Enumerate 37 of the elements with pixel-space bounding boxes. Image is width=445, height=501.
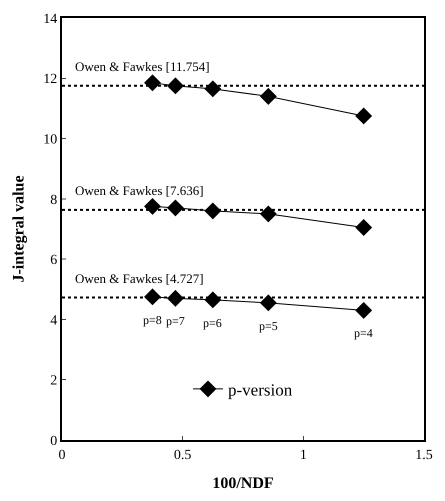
y-tick-label: 4 bbox=[50, 313, 58, 328]
annotation: p=5 bbox=[259, 319, 278, 333]
annotation: p=4 bbox=[354, 326, 373, 340]
point bbox=[355, 219, 372, 236]
x-tick-label: 0.5 bbox=[174, 448, 192, 463]
point bbox=[260, 88, 277, 105]
y-tick-label: 10 bbox=[43, 132, 58, 148]
point bbox=[260, 294, 277, 312]
legend-label: p-version bbox=[228, 380, 293, 400]
y-tick-label: 12 bbox=[43, 72, 58, 88]
y-tick-label: 0 bbox=[50, 434, 58, 449]
point bbox=[166, 77, 184, 94]
y-tick-label: 14 bbox=[43, 12, 58, 27]
point bbox=[144, 74, 161, 92]
x-axis-title: 100/NDF bbox=[212, 475, 274, 492]
point bbox=[144, 198, 161, 215]
ref-line-label: Owen & Fawkes [7.636] bbox=[75, 183, 204, 198]
annotation: p=7 bbox=[166, 314, 185, 328]
point bbox=[166, 199, 184, 216]
annotation: p=8 bbox=[143, 313, 162, 327]
point bbox=[260, 205, 277, 222]
point bbox=[355, 302, 372, 319]
ref-line-label: Owen & Fawkes [4.727] bbox=[75, 271, 204, 286]
y-tick-label: 8 bbox=[50, 192, 58, 208]
ref-line-label: Owen & Fawkes [11.754] bbox=[75, 59, 210, 74]
x-tick-label: 1 bbox=[300, 448, 307, 463]
point bbox=[144, 288, 161, 306]
point bbox=[204, 291, 222, 308]
point bbox=[204, 80, 222, 98]
x-tick-label: 1.5 bbox=[415, 448, 433, 463]
y-tick-label: 6 bbox=[50, 253, 58, 268]
annotation: p=6 bbox=[203, 316, 222, 330]
point bbox=[166, 290, 184, 307]
point bbox=[355, 108, 372, 124]
point bbox=[204, 202, 222, 220]
y-tick-label: 2 bbox=[50, 374, 58, 389]
y-axis-title: J-integral value bbox=[10, 175, 28, 283]
